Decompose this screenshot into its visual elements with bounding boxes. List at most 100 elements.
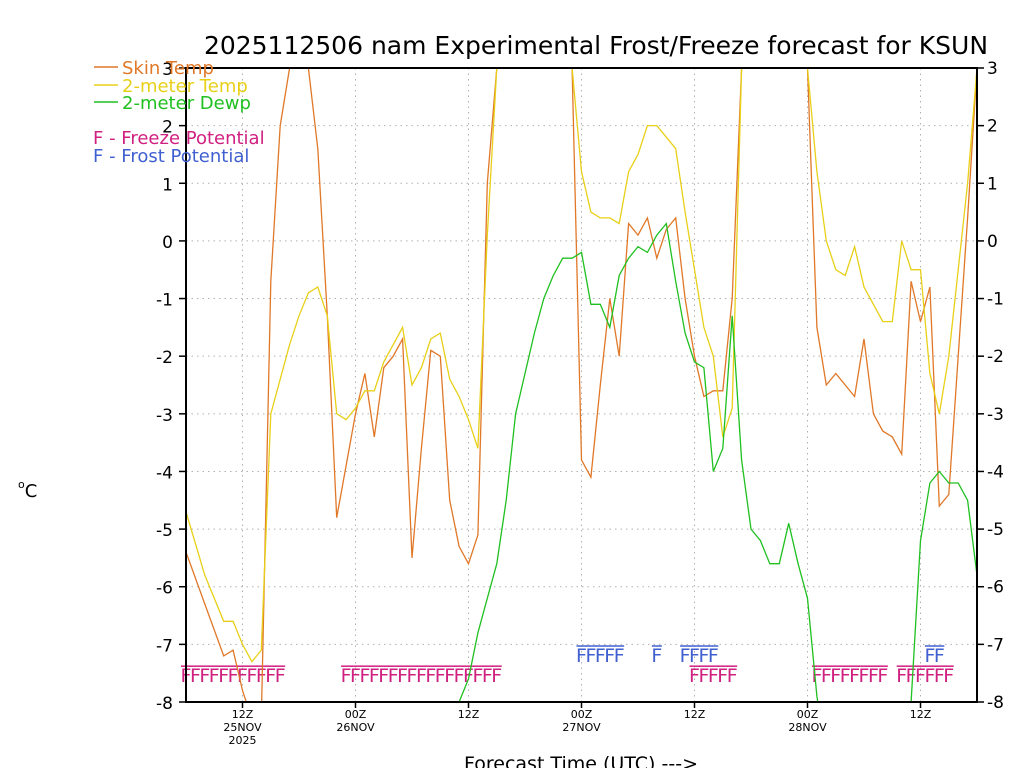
freeze-potential-marker: F (275, 665, 286, 687)
freeze-potential-marker: F (199, 665, 210, 687)
frost-potential-marker: F (698, 645, 709, 667)
freeze-potential-marker: F (943, 665, 954, 687)
frost-potential-marker: F (651, 645, 662, 667)
x-tick-label: 27NOV (562, 721, 601, 734)
freeze-potential-marker: F (407, 665, 418, 687)
y-axis-label-degree: o (18, 478, 25, 491)
x-tick-label: 12Z (910, 708, 932, 721)
frost-potential-marker: F (595, 645, 606, 667)
y-tick-label-right: -4 (987, 462, 1004, 482)
freeze-potential-marker: F (934, 665, 945, 687)
freeze-potential-marker: F (237, 665, 248, 687)
freeze-potential-marker: F (190, 665, 201, 687)
plot-frame (185, 67, 978, 703)
y-tick-label-left: -6 (156, 579, 173, 599)
freeze-potential-marker: F (915, 665, 926, 687)
x-tick-label: 00Z (345, 708, 367, 721)
freeze-potential-marker: F (369, 665, 380, 687)
y-tick-label-right: -6 (987, 578, 1004, 598)
y-tick-label-right: 3 (987, 59, 998, 79)
y-tick-label-right: 1 (987, 174, 998, 194)
frost-potential-marker: F (585, 645, 596, 667)
freeze-potential-marker: F (209, 665, 220, 687)
y-tick-label-left: -1 (156, 291, 173, 311)
y-tick-label-left: -7 (156, 636, 173, 656)
freeze-potential-marker: F (246, 665, 257, 687)
y-axis-left: -8 -7 -6 -5 -4 -3 -2 -1 0 1 2 3 (156, 60, 186, 714)
y-tick-label-left: 1 (162, 175, 173, 195)
chart-title: 2025112506 nam Experimental Frost/Freeze… (204, 31, 988, 60)
x-tick-label: 25NOV (223, 721, 262, 734)
grid (186, 68, 977, 702)
frost-potential-marker: F (680, 645, 691, 667)
y-tick-label-right: -5 (987, 520, 1004, 540)
x-tick-label: 28NOV (788, 721, 827, 734)
freeze-potential-marker: F (472, 665, 483, 687)
freeze-potential-marker: F (877, 665, 888, 687)
frost-potential-marker: F (924, 645, 935, 667)
freeze-potential-marker: F (708, 665, 719, 687)
y-tick-label-left: 2 (162, 118, 173, 138)
freeze-potential-marker: F (717, 665, 728, 687)
y-tick-label-right: -3 (987, 405, 1004, 425)
freeze-potential-marker: F (435, 665, 446, 687)
x-tick-label: 12Z (458, 708, 480, 721)
x-axis-label: Forecast Time (UTC) ---> (464, 753, 698, 768)
legend-label: F - Freeze Potential (93, 128, 265, 149)
y-tick-label-right: 0 (987, 232, 998, 252)
freeze-potential-marker: F (378, 665, 389, 687)
freeze-potential-marker: F (924, 665, 935, 687)
y-tick-label-right: -7 (987, 635, 1004, 655)
y-tick-label-right: -1 (987, 290, 1004, 310)
freeze-potential-marker: F (256, 665, 267, 687)
freeze-potential-marker: F (228, 665, 239, 687)
x-tick-label: 00Z (797, 708, 819, 721)
series-line-2m-temp (186, 68, 977, 663)
legend-label: Skin Temp (122, 58, 214, 79)
x-tick-label: 12Z (684, 708, 706, 721)
freeze-potential-marker: F (859, 665, 870, 687)
freeze-potential-marker: F (350, 665, 361, 687)
frost-potential-marker: F (614, 645, 625, 667)
y-axis-label-unit: C (25, 481, 38, 502)
freeze-potential-marker: F (482, 665, 493, 687)
frost-potential-marker: F (708, 645, 719, 667)
y-tick-label-left: 0 (162, 233, 173, 253)
frost-potential-marker: F (934, 645, 945, 667)
freeze-potential-marker: F (727, 665, 738, 687)
y-tick-label-left: -2 (156, 348, 173, 368)
y-tick-label-right: -8 (987, 693, 1004, 713)
series-line-2m-dewp (458, 222, 977, 702)
legend-label: 2-meter Dewp (122, 93, 251, 114)
freeze-potential-marker: F (265, 665, 276, 687)
y-axis-right: -8 -7 -6 -5 -4 -3 -2 -1 0 1 2 3 (977, 59, 1004, 713)
y-tick-label-right: -2 (987, 347, 1004, 367)
y-tick-label-left: -4 (156, 463, 173, 483)
y-tick-label-left: 3 (162, 60, 173, 80)
freeze-potential-marker: F (698, 665, 709, 687)
frost-potential-marker: F (689, 645, 700, 667)
freeze-potential-marker: F (218, 665, 229, 687)
freeze-potential-marker: F (444, 665, 455, 687)
legend-label: F - Frost Potential (93, 146, 249, 167)
freeze-potential-marker: F (821, 665, 832, 687)
frost-potential-marker: F (604, 645, 615, 667)
freeze-potential-marker: F (388, 665, 399, 687)
freeze-potential-marker: F (359, 665, 370, 687)
x-tick-label: 00Z (571, 708, 593, 721)
y-tick-label-right: 2 (987, 117, 998, 137)
x-tick-label: 12Z (232, 708, 254, 721)
y-tick-label-left: -3 (156, 406, 173, 426)
series-lines (186, 68, 977, 702)
freeze-potential-marker: F (341, 665, 352, 687)
freeze-potential-marker: F (416, 665, 427, 687)
frost-potential-marker: F (576, 645, 587, 667)
freeze-potential-marker: F (397, 665, 408, 687)
series-line-skin-temp (186, 68, 977, 702)
freeze-potential-marker: F (425, 665, 436, 687)
x-tick-label: 2025 (229, 734, 257, 747)
